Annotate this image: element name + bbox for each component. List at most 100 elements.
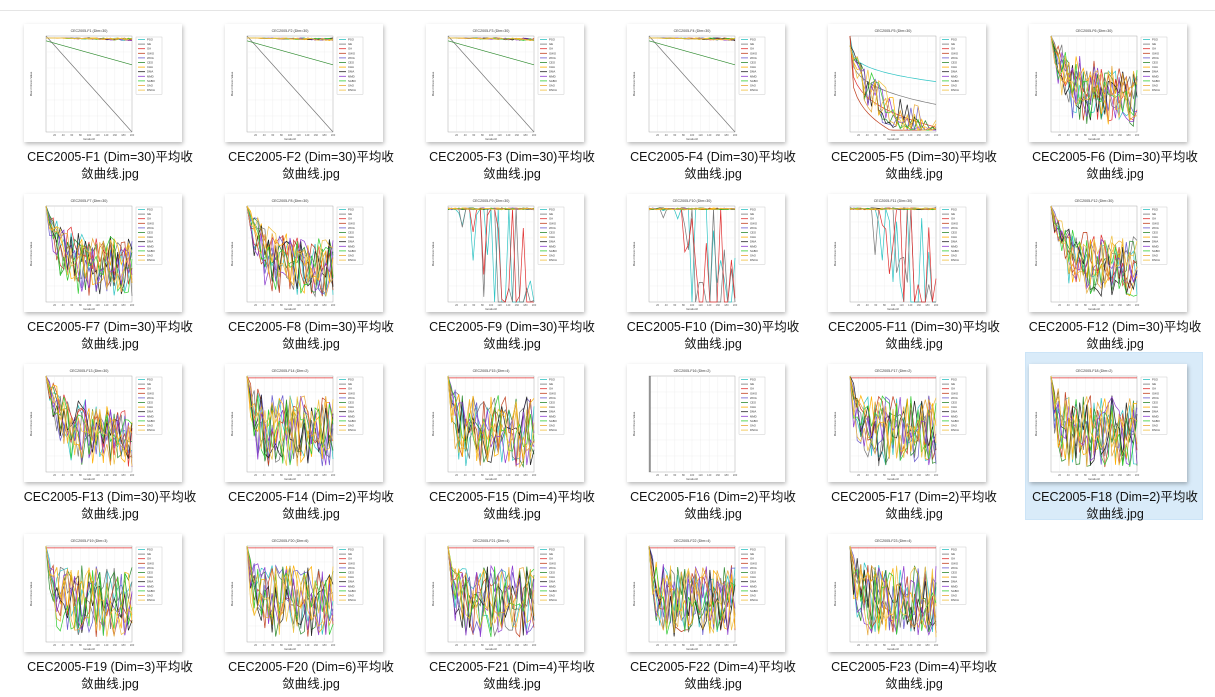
x-axis-label: Iteration# <box>284 307 296 311</box>
series-line <box>45 375 133 465</box>
legend-label: GA <box>1152 217 1156 221</box>
legend-label: CEO <box>549 401 556 405</box>
file-item[interactable]: CEC2005-F10 (Dim=30) 20 40 60 80 100 120 140 160… <box>623 182 801 351</box>
series-line <box>246 545 334 635</box>
file-item[interactable]: CEC2005-F11 (Dim=30) 20 40 60 80 100 120 140 160… <box>824 182 1002 351</box>
file-thumbnail: CEC2005-F9 (Dim=30) 20 40 60 80 100 120 140 160 1… <box>426 194 584 312</box>
file-item[interactable]: CEC2005-F19 (Dim=3) 20 40 60 80 100 120 140 160 1… <box>20 522 198 691</box>
series-line <box>648 545 736 635</box>
x-axis-label: Iteration# <box>83 307 95 311</box>
legend-label: MMD <box>348 414 355 418</box>
legend-label: DMA <box>348 70 354 74</box>
x-tick-label: 160 <box>515 643 520 647</box>
legend-box <box>336 206 364 265</box>
x-tick-label: 140 <box>908 303 913 307</box>
legend-label: GE <box>549 382 553 386</box>
file-item[interactable]: CEC2005-F22 (Dim=4) 20 40 60 80 100 120 140 160 1… <box>623 522 801 691</box>
legend-label: GWO <box>147 391 155 395</box>
x-tick-label: 180 <box>121 473 126 477</box>
legend-box <box>738 206 766 265</box>
x-tick-label: 180 <box>121 643 126 647</box>
file-thumbnail: CEC2005-F13 (Dim=30) 20 40 60 80 100 120 140 160… <box>24 364 182 482</box>
x-tick-label: 160 <box>1118 133 1123 137</box>
legend-label: CHA <box>147 235 153 239</box>
file-item[interactable]: CEC2005-F2 (Dim=30) 20 40 60 80 100 120 140 160 1… <box>221 12 399 181</box>
file-name-label: CEC2005-F14 (Dim=2)平均收敛曲线.jpg <box>228 490 394 521</box>
x-tick-label: 160 <box>1118 303 1123 307</box>
file-item[interactable]: CEC2005-F6 (Dim=30) 20 40 60 80 100 120 140 160 1… <box>1025 12 1203 181</box>
convergence-chart-thumbnail: CEC2005-F18 (Dim=2) 20 40 60 80 100 120 140 160 1… <box>1029 364 1187 482</box>
x-tick-label: 140 <box>305 473 310 477</box>
legend-label: GA <box>750 217 754 221</box>
file-item[interactable]: CEC2005-F14 (Dim=2) 20 40 60 80 100 120 140 160 1… <box>221 352 399 521</box>
file-item[interactable]: CEC2005-F7 (Dim=30) 20 40 60 80 100 120 140 160 1… <box>20 182 198 351</box>
file-item[interactable]: CEC2005-F23 (Dim=4) 20 40 60 80 100 120 140 160 1… <box>824 522 1002 691</box>
legend-label: DMA <box>1152 240 1158 244</box>
file-item[interactable]: CEC2005-F1 (Dim=30) 20 40 60 80 100 120 140 160 1… <box>20 12 198 181</box>
file-thumbnail: CEC2005-F18 (Dim=2) 20 40 60 80 100 120 140 160 1… <box>1029 364 1187 482</box>
file-item[interactable]: CEC2005-F21 (Dim=4) 20 40 60 80 100 120 140 160 1… <box>422 522 600 691</box>
legend-label: SABO <box>147 79 156 83</box>
legend-label: DMA <box>147 70 153 74</box>
x-tick-label: 100 <box>288 473 293 477</box>
x-tick-label: 60 <box>271 643 274 647</box>
series-line <box>849 545 937 630</box>
x-tick-label: 40 <box>263 303 266 307</box>
legend-label: DNCA <box>348 598 356 602</box>
file-item[interactable]: CEC2005-F4 (Dim=30) 20 40 60 80 100 120 140 160 1… <box>623 12 801 181</box>
y-axis-label: Mean Fitness Value <box>230 71 234 96</box>
series-line <box>45 205 133 286</box>
legend-label: MMD <box>951 244 958 248</box>
series-line <box>849 375 937 462</box>
y-axis-label: Mean Fitness Value <box>29 71 33 96</box>
x-tick-label: 40 <box>866 643 869 647</box>
chart-title: CEC2005-F6 (Dim=30) <box>1076 29 1113 33</box>
legend-label: GA <box>147 217 151 221</box>
x-tick-label: 160 <box>113 643 118 647</box>
x-axis-label: Iteration# <box>485 137 497 141</box>
y-axis-label: Mean Fitness Value <box>29 241 33 266</box>
file-item[interactable]: CEC2005-F15 (Dim=4) 20 40 60 80 100 120 140 160 1… <box>422 352 600 521</box>
file-item[interactable]: CEC2005-F8 (Dim=30) 20 40 60 80 100 120 140 160 1… <box>221 182 399 351</box>
file-thumbnail: CEC2005-F19 (Dim=3) 20 40 60 80 100 120 140 160 1… <box>24 534 182 652</box>
file-item[interactable]: CEC2005-F16 (Dim=2) 20 40 60 80 100 120 140 160 1… <box>623 352 801 521</box>
legend-label: CEO <box>1152 231 1159 235</box>
legend-label: GWO <box>348 561 356 565</box>
x-tick-label: 160 <box>515 303 520 307</box>
file-item[interactable]: CEC2005-F20 (Dim=6) 20 40 60 80 100 120 140 160 1… <box>221 522 399 691</box>
legend-label: DMA <box>750 240 756 244</box>
y-axis-label: Mean Fitness Value <box>230 411 234 436</box>
legend-label: PSO <box>147 208 154 212</box>
file-name-label: CEC2005-F13 (Dim=30)平均收敛曲线.jpg <box>23 490 197 521</box>
file-item[interactable]: CEC2005-F5 (Dim=30) 20 40 60 80 100 120 140 160 1… <box>824 12 1002 181</box>
file-item[interactable]: CEC2005-F13 (Dim=30) 20 40 60 80 100 120 140 160… <box>20 352 198 521</box>
x-tick-label: 200 <box>130 303 135 307</box>
legend-box <box>135 376 163 435</box>
legend-label: DNCA <box>951 598 959 602</box>
legend-label: CHA <box>951 575 957 579</box>
legend-label: DNCA <box>750 598 758 602</box>
legend-label: GE <box>750 552 754 556</box>
series-line <box>849 375 937 458</box>
file-item[interactable]: CEC2005-F12 (Dim=30) 20 40 60 80 100 120 140 160… <box>1025 182 1203 351</box>
file-item[interactable]: CEC2005-F3 (Dim=30) 20 40 60 80 100 120 140 160 1… <box>422 12 600 181</box>
file-item[interactable]: CEC2005-F9 (Dim=30) 20 40 60 80 100 120 140 160 1… <box>422 182 600 351</box>
legend-label: SABO <box>549 419 558 423</box>
series-line <box>246 205 334 294</box>
x-tick-label: 200 <box>733 473 738 477</box>
legend-label: SABO <box>951 249 960 253</box>
x-tick-label: 40 <box>464 303 467 307</box>
legend-box <box>939 376 967 435</box>
x-tick-label: 80 <box>79 473 82 477</box>
series-line <box>246 205 334 286</box>
x-tick-label: 140 <box>506 473 511 477</box>
legend-label: SAO <box>1152 424 1159 428</box>
x-tick-label: 40 <box>665 133 668 137</box>
legend-label: GWO <box>147 561 155 565</box>
file-item[interactable]: CEC2005-F18 (Dim=2) 20 40 60 80 100 120 140 160 1… <box>1025 352 1203 521</box>
file-item[interactable]: CEC2005-F17 (Dim=2) 20 40 60 80 100 120 140 160 1… <box>824 352 1002 521</box>
legend-label: SABO <box>549 249 558 253</box>
legend-label: PSO <box>549 548 556 552</box>
x-tick-label: 20 <box>857 643 860 647</box>
legend-label: DMA <box>147 410 153 414</box>
